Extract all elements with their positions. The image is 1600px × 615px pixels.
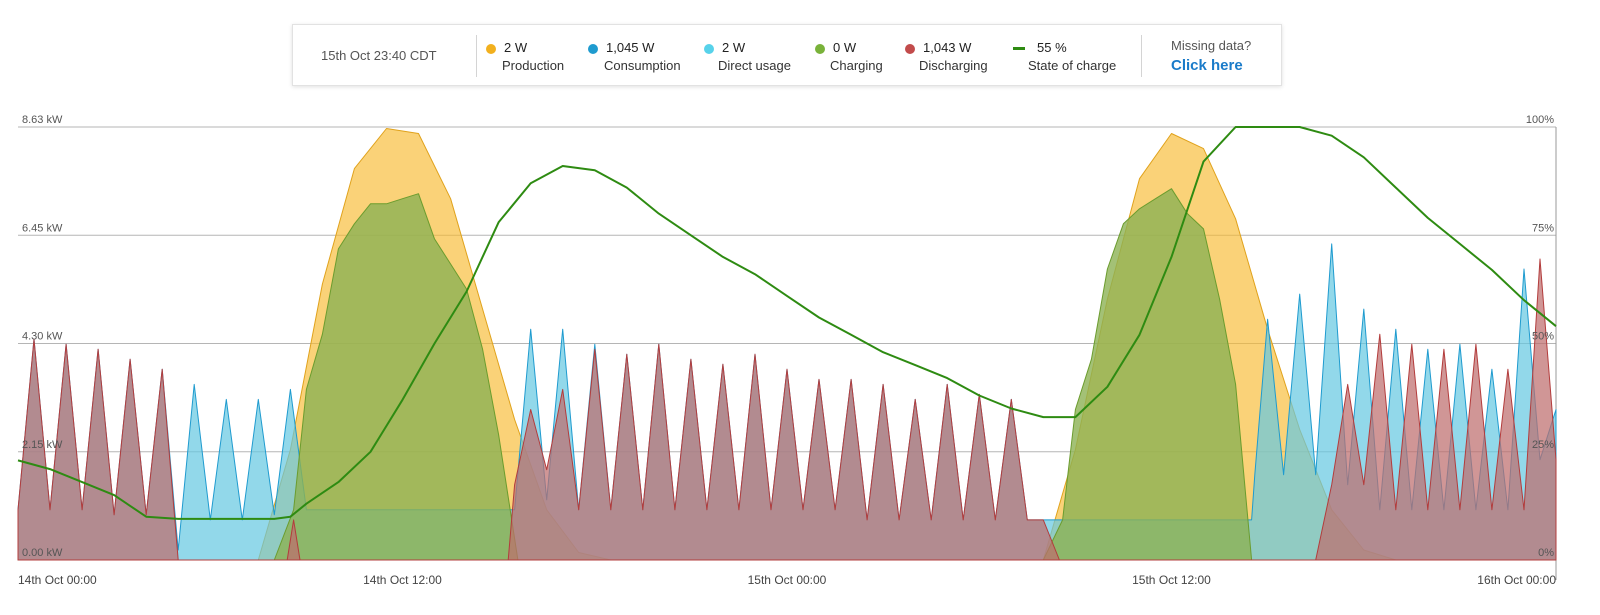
discharging-label: Discharging (919, 58, 988, 73)
y-left-tick-label: 2.15 kW (22, 439, 63, 451)
missing-data-text: Missing data? (1171, 38, 1252, 53)
x-tick-label: 15th Oct 00:00 (748, 573, 827, 587)
line-layer (17, 126, 1557, 520)
discharging-value: 1,043 W (923, 40, 972, 55)
production-value: 2 W (504, 40, 528, 55)
charging-label: Charging (830, 58, 883, 73)
legend-divider-right (1141, 35, 1142, 77)
y-right-tick-label: 75% (1532, 222, 1554, 234)
consumption-value: 1,045 W (606, 40, 655, 55)
charging-dot-icon (815, 44, 825, 54)
state-of-charge-line (17, 126, 1557, 520)
y-left-tick-label: 0.00 kW (22, 547, 63, 559)
legend-timestamp: 15th Oct 23:40 CDT (321, 48, 437, 63)
direct-usage-label: Direct usage (718, 58, 791, 73)
energy-chart: 0.00 kW 0% 2.15 kW 25% 4.30 kW 50% 6.45 kW 75% 8… (17, 114, 1557, 587)
state-of-charge-dash-icon (1013, 47, 1025, 50)
discharging-area (17, 258, 1557, 561)
production-dot-icon (486, 44, 496, 54)
direct-usage-dot-icon (704, 44, 714, 54)
state-of-charge-label: State of charge (1028, 58, 1117, 73)
x-tick-label: 14th Oct 00:00 (18, 573, 97, 587)
consumption-label: Consumption (604, 58, 681, 73)
y-right-tick-label: 0% (1538, 547, 1554, 559)
state-of-charge-value: 55 % (1037, 40, 1067, 55)
x-tick-label: 14th Oct 12:00 (363, 573, 442, 587)
charging-value: 0 W (833, 40, 857, 55)
legend-card: 15th Oct 23:40 CDT 2 W Production 1,045 … (292, 24, 1282, 86)
y-left-tick-label: 4.30 kW (22, 331, 63, 343)
discharging-dot-icon (905, 44, 915, 54)
consumption-dot-icon (588, 44, 598, 54)
missing-data-link[interactable]: Click here (1171, 57, 1243, 74)
x-tick-label: 15th Oct 12:00 (1132, 573, 1211, 587)
y-right-tick-label: 25% (1532, 439, 1554, 451)
y-right-tick-label: 50% (1532, 331, 1554, 343)
label-layer: 0.00 kW 0% 2.15 kW 25% 4.30 kW 50% 6.45 kW 75% 8… (18, 114, 1556, 587)
y-left-tick-label: 8.63 kW (22, 114, 63, 126)
direct-usage-value: 2 W (722, 40, 746, 55)
y-right-tick-label: 100% (1526, 114, 1554, 126)
y-left-tick-label: 6.45 kW (22, 222, 63, 234)
production-label: Production (502, 58, 565, 73)
legend-divider-left (476, 35, 477, 77)
area-layer (17, 128, 1557, 561)
x-tick-label: 16th Oct 00:00 (1477, 573, 1556, 587)
